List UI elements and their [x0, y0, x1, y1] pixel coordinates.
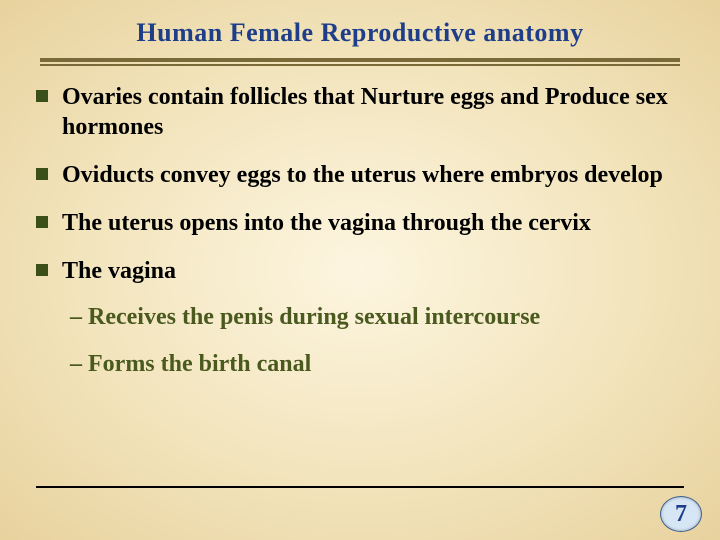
title-block: Human Female Reproductive anatomy: [0, 0, 720, 66]
page-number: 7: [660, 496, 702, 532]
bullet-text: Oviducts convey eggs to the uterus where…: [62, 160, 663, 190]
page-title: Human Female Reproductive anatomy: [40, 18, 680, 48]
sub-text: – Receives the penis during sexual inter…: [70, 304, 540, 330]
list-item: Oviducts convey eggs to the uterus where…: [36, 160, 684, 190]
bullet-icon: [36, 168, 48, 180]
title-rule: [40, 58, 680, 66]
bullet-icon: [36, 216, 48, 228]
sub-list: – Receives the penis during sexual inter…: [36, 304, 684, 378]
bullet-text: Ovaries contain follicles that Nurture e…: [62, 82, 684, 142]
sub-item: – Forms the birth canal: [70, 351, 684, 378]
sub-text: – Forms the birth canal: [70, 351, 311, 377]
sub-item: – Receives the penis during sexual inter…: [70, 304, 684, 331]
list-item: Ovaries contain follicles that Nurture e…: [36, 82, 684, 142]
bullet-text: The uterus opens into the vagina through…: [62, 208, 591, 238]
content-area: Ovaries contain follicles that Nurture e…: [0, 66, 720, 378]
list-item: The vagina: [36, 256, 684, 286]
bullet-text: The vagina: [62, 256, 176, 286]
bullet-icon: [36, 90, 48, 102]
list-item: The uterus opens into the vagina through…: [36, 208, 684, 238]
footer-rule: [36, 486, 684, 488]
bullet-icon: [36, 264, 48, 276]
